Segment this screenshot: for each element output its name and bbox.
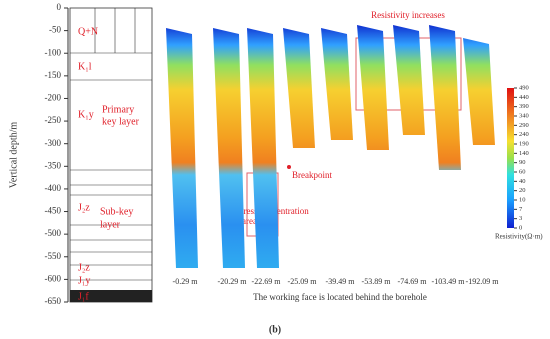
strata-label: K₁l xyxy=(78,61,92,72)
x-tick-label: -22.69 m xyxy=(252,277,282,286)
y-axis-title: Vertical depth/m xyxy=(8,122,19,189)
x-tick-label: -103.49 m xyxy=(432,277,466,286)
annotation: area xyxy=(242,216,257,226)
x-axis-title: The working face is located behind the b… xyxy=(253,292,427,302)
resistivity-profile xyxy=(213,28,245,268)
colorbar-tick-label: 290 xyxy=(519,122,529,129)
colorbar-tick-label: 190 xyxy=(519,140,529,147)
y-tick-label: -300 xyxy=(45,138,62,148)
colorbar-tick-label: 3 xyxy=(519,215,522,222)
breakpoint xyxy=(287,165,291,169)
x-tick-label: -192.09 m xyxy=(466,277,500,286)
y-tick-label: -250 xyxy=(45,115,62,125)
strata-lines xyxy=(70,8,152,281)
x-tick-label: -53.89 m xyxy=(362,277,392,286)
x-tick-label: -74.69 m xyxy=(398,277,428,286)
colorbar-tick-label: 90 xyxy=(519,159,526,166)
colorbar-tick-label: 40 xyxy=(519,178,526,185)
colorbar-tick-label: 0 xyxy=(519,224,522,231)
y-tick-label: -550 xyxy=(45,251,62,261)
colorbar-tick-label: 7 xyxy=(519,206,523,213)
x-tick-label: -25.09 m xyxy=(288,277,318,286)
key-layer-label: key layer xyxy=(102,116,140,127)
strata-label: J₂z xyxy=(78,262,90,273)
annotation: Resistivity increases xyxy=(371,10,445,20)
resistivity-profile xyxy=(166,28,198,268)
strata-column xyxy=(69,7,153,303)
colorbar-tick-label: 490 xyxy=(519,84,529,91)
y-tick-label: -200 xyxy=(45,93,62,103)
strata-label: K₁y xyxy=(78,109,94,120)
colorbar-tick-label: 340 xyxy=(519,112,529,119)
coal-seam xyxy=(70,290,152,302)
resistivity-profile xyxy=(247,28,279,268)
colorbar-title: Resistivity(Ω·m) xyxy=(495,233,543,241)
y-tick-label: -400 xyxy=(45,183,62,193)
resistivity-profile xyxy=(283,28,315,148)
colorbar-tick-label: 390 xyxy=(519,103,529,110)
colorbar-tick-label: 20 xyxy=(519,187,526,194)
resistivity-profile xyxy=(463,38,495,145)
y-tick-label: -650 xyxy=(45,296,62,306)
y-tick-label: -600 xyxy=(45,273,62,283)
resistivity-profile xyxy=(393,25,425,135)
strata-label: J₂z xyxy=(78,202,90,213)
resistivity-profile xyxy=(357,25,389,150)
strata-label: Q+N xyxy=(78,26,98,37)
colorbar-tick-label: 60 xyxy=(519,168,526,175)
colorbar xyxy=(507,88,514,228)
strata-label: J₁f xyxy=(78,291,89,302)
x-tick-label: -39.49 m xyxy=(326,277,356,286)
x-tick-label: -0.29 m xyxy=(173,277,199,286)
strata-label: J₁y xyxy=(78,275,90,286)
resistivity-profile xyxy=(321,28,353,140)
y-tick-label: -150 xyxy=(45,70,62,80)
key-layer-label: Primary xyxy=(102,104,134,115)
colorbar-tick-label: 140 xyxy=(519,150,529,157)
y-tick-label: -450 xyxy=(45,206,62,216)
colorbar-tick-label: 10 xyxy=(519,196,526,203)
annotation: Breakpoint xyxy=(292,170,332,180)
resistivity-profile xyxy=(429,25,461,170)
y-tick-label: 0 xyxy=(57,2,62,12)
key-layer-label: Sub-key xyxy=(100,206,133,217)
x-tick-label: -20.29 m xyxy=(218,277,248,286)
panel-label: (b) xyxy=(269,324,281,335)
y-tick-label: -500 xyxy=(45,228,62,238)
y-tick-label: -100 xyxy=(45,47,62,57)
colorbar-tick-label: 240 xyxy=(519,131,529,138)
y-tick-label: -350 xyxy=(45,160,62,170)
key-layer-label: layer xyxy=(100,219,121,230)
y-tick-label: -50 xyxy=(49,25,61,35)
colorbar-tick-label: 440 xyxy=(519,94,529,101)
